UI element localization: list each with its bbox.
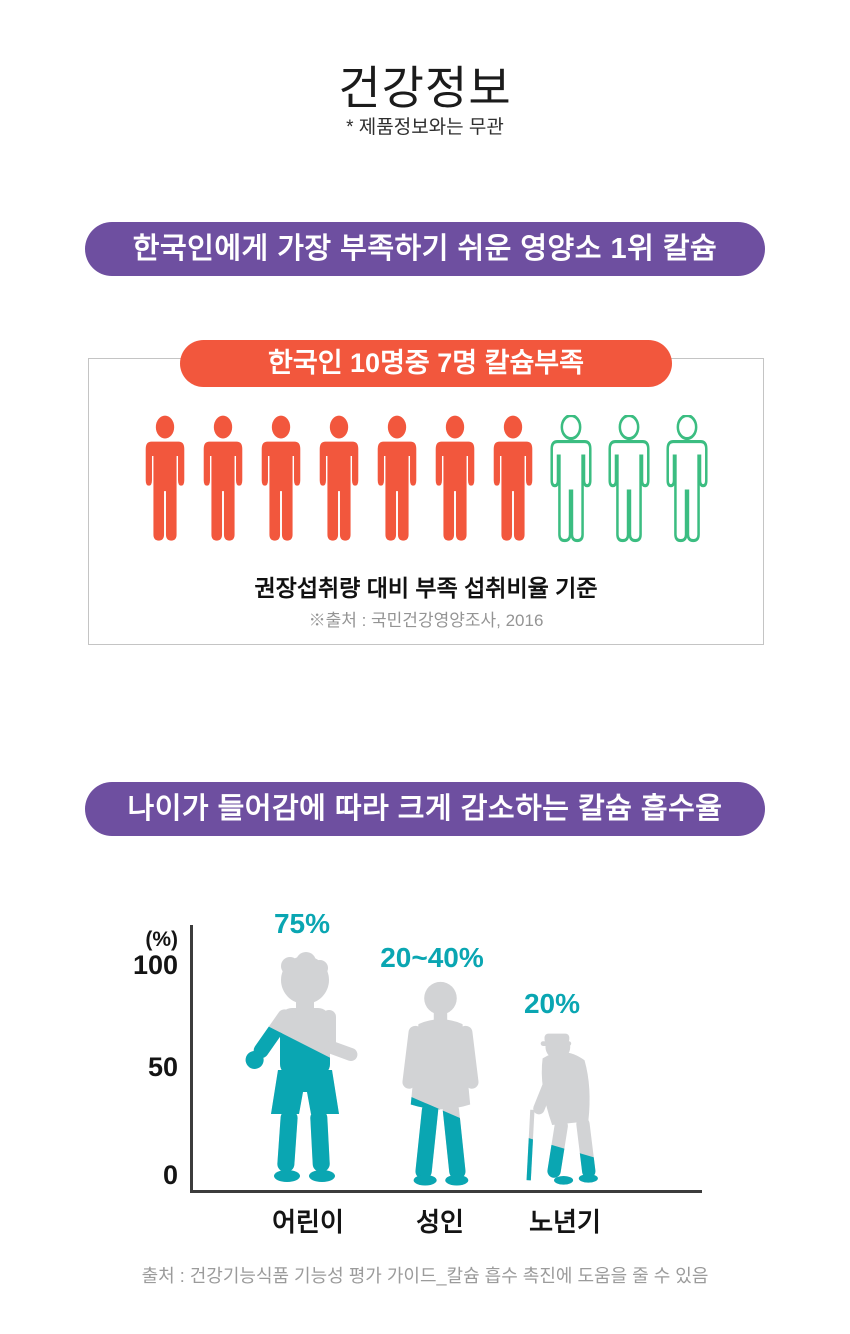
x-label-adult: 성인 — [416, 1207, 464, 1237]
y-tick-50: 50 — [147, 1052, 178, 1082]
infographic-source: ※출처 : 국민건강영양조사, 2016 — [308, 611, 544, 630]
value-label-adult: 20~40% — [380, 942, 484, 973]
chart-source: 출처 : 건강기능식품 기능성 평가 가이드_칼슘 흡수 촉진에 도움을 줄 수… — [141, 1266, 709, 1286]
y-tick-0: 0 — [162, 1160, 178, 1190]
y-axis-unit-label: (%) — [145, 928, 178, 951]
page-title: 건강정보 — [338, 62, 512, 114]
person-icon — [203, 415, 243, 541]
person-icon — [145, 415, 185, 541]
y-tick-100: 100 — [132, 950, 178, 980]
x-label-elderly: 노년기 — [529, 1207, 601, 1237]
people-row — [89, 415, 763, 543]
y-axis-line — [190, 925, 193, 1192]
person-icon — [435, 415, 475, 541]
value-label-child: 75% — [273, 908, 331, 939]
infographic-caption: 권장섭취량 대비 부족 섭취비율 기준 — [254, 575, 598, 601]
person-icon — [493, 415, 533, 541]
infographic-box: 한국인 10명중 7명 칼슘부족 권장섭취량 대비 부족 섭취비율 기준 ※출처… — [88, 340, 764, 645]
elderly-silhouette — [526, 1033, 598, 1185]
value-label-elderly: 20% — [523, 988, 581, 1019]
deficiency-badge: 한국인 10명중 7명 칼슘부족 — [180, 340, 672, 387]
section2-banner: 나이가 들어감에 따라 크게 감소하는 칼슘 흡수율 — [85, 782, 765, 836]
child-silhouette — [242, 952, 360, 1182]
person-icon — [319, 415, 359, 541]
section1-banner: 한국인에게 가장 부족하기 쉬운 영양소 1위 칼슘 — [85, 222, 765, 276]
person-icon — [666, 415, 708, 543]
x-axis-line — [190, 1190, 702, 1193]
person-icon — [608, 415, 650, 543]
person-icon — [377, 415, 417, 541]
page-subtitle: * 제품정보와는 무관 — [346, 117, 504, 138]
person-icon — [261, 415, 301, 541]
person-icon — [550, 415, 592, 543]
x-label-child: 어린이 — [272, 1207, 344, 1237]
adult-silhouette — [401, 981, 480, 1186]
